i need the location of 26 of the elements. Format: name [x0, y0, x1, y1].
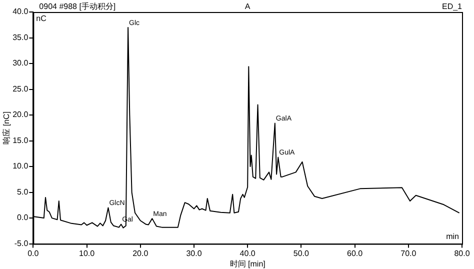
x-tick-label: 30.0 [186, 248, 202, 258]
y-tick-label: -5.0 [14, 239, 29, 248]
x-tick-label: 80.0 [454, 248, 470, 258]
y-tick-label: 10.0 [12, 162, 29, 171]
y-axis-title: 响应 [nC] [2, 111, 12, 144]
x-tick-label: 50.0 [293, 248, 310, 258]
y-tick-label: 20.0 [12, 110, 29, 120]
y-tick-label: 0.0 [17, 213, 29, 222]
text: ED_1 [442, 2, 463, 12]
annotation: nC [36, 14, 47, 24]
x-axis-title: 时间 [min] [230, 259, 266, 268]
y-tick-label: 15.0 [12, 136, 29, 145]
y-tick-label: 5.0 [17, 187, 29, 196]
x-tick-label: 20.0 [132, 248, 149, 258]
annotation: min [446, 232, 459, 242]
x-tick-label: 60.0 [347, 248, 364, 258]
y-tick-label: 40.0 [12, 7, 29, 16]
y-tick-label: 25.0 [12, 84, 29, 94]
x-tick-label: 10.0 [78, 248, 96, 258]
y-tick-label: 35.0 [12, 32, 29, 42]
x-tick-label: 40.0 [240, 248, 256, 258]
text: 0904 #988 [手动积分] [39, 2, 116, 12]
x-tick-label: 0.0 [28, 248, 40, 258]
x-tick-label: 70.0 [400, 248, 417, 258]
text: A [244, 2, 251, 12]
y-tick-label: 30.0 [12, 58, 29, 68]
